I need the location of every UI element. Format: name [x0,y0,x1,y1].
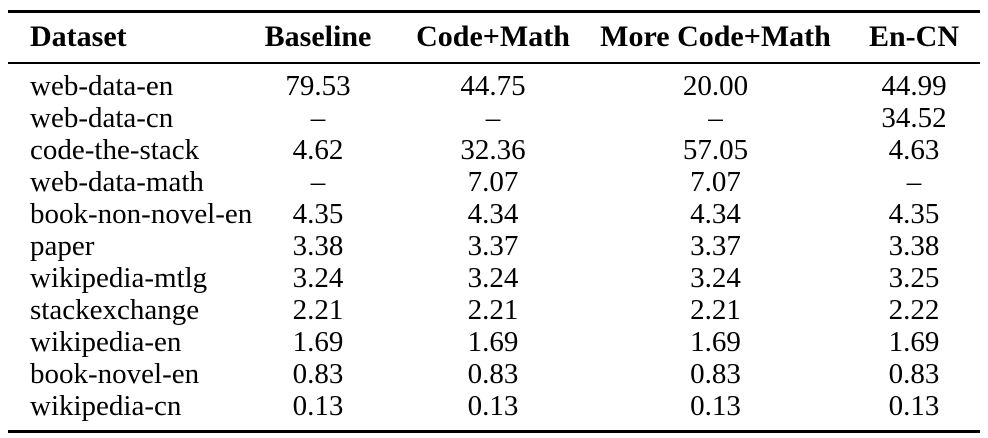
header-row: Dataset Baseline Code+Math More Code+Mat… [8,12,980,63]
table-row: wikipedia-cn 0.13 0.13 0.13 0.13 [8,390,980,432]
value-cell: 4.62 [292,134,344,166]
dataset-name: web-data-math [30,166,204,198]
dataset-name: web-data-en [30,70,174,102]
column-header-dataset: Dataset [30,20,127,53]
table-row: web-data-en 79.53 44.75 20.00 44.99 [8,63,980,102]
value-cell: 2.21 [690,294,741,326]
table-row: book-non-novel-en 4.35 4.34 4.34 4.35 [8,198,980,230]
value-cell: 3.38 [292,230,344,262]
value-cell: – [310,166,326,198]
value-cell: 3.37 [690,230,741,262]
dataset-proportion-table: Dataset Baseline Code+Math More Code+Mat… [8,10,980,433]
value-cell: 3.24 [690,262,741,294]
value-cell: 32.36 [460,134,526,166]
value-cell: 4.63 [888,134,940,166]
value-cell: 2.22 [888,294,940,326]
value-cell: – [708,102,723,134]
value-cell: 3.24 [292,262,344,294]
table-row: stackexchange 2.21 2.21 2.21 2.22 [8,294,980,326]
value-cell: 0.83 [292,358,344,390]
value-cell: 3.38 [888,230,940,262]
value-cell: 44.99 [881,70,947,102]
value-cell: 79.53 [285,70,351,102]
table-body: web-data-en 79.53 44.75 20.00 44.99 web-data-… [8,63,980,432]
value-cell: 1.69 [292,326,344,358]
dataset-name: paper [30,230,95,262]
value-cell: – [906,166,922,198]
value-cell: 4.35 [888,198,940,230]
value-cell: 2.21 [292,294,344,326]
dataset-name: book-non-novel-en [30,198,253,230]
value-cell: 1.69 [467,326,519,358]
table-row: paper 3.38 3.37 3.37 3.38 [8,230,980,262]
column-header-en-cn: En-CN [868,20,959,53]
value-cell: 7.07 [690,166,741,198]
table-row: wikipedia-en 1.69 1.69 1.69 1.69 [8,326,980,358]
value-cell: 0.13 [888,390,940,422]
value-cell: 4.35 [292,198,344,230]
value-cell: 7.07 [467,166,519,198]
value-cell: 2.21 [467,294,519,326]
column-header-baseline: Baseline [264,20,372,53]
value-cell: 3.24 [467,262,519,294]
value-cell: 44.75 [460,70,526,102]
dataset-name: code-the-stack [30,134,200,166]
value-cell: 0.13 [292,390,344,422]
value-cell: – [310,102,326,134]
dataset-name: wikipedia-mtlg [30,262,208,294]
dataset-name: wikipedia-en [30,326,182,358]
column-header-code-math: Code+Math [416,20,570,53]
value-cell: 1.69 [888,326,940,358]
dataset-name: book-novel-en [30,358,200,390]
value-cell: 0.13 [467,390,519,422]
value-cell: 4.34 [690,198,741,230]
dataset-name: stackexchange [30,294,200,326]
value-cell: 20.00 [682,70,749,102]
value-cell: 0.83 [690,358,741,390]
dataset-name: wikipedia-cn [30,390,182,422]
column-header-more-code-math: More Code+Math [600,20,831,53]
value-cell: 4.34 [467,198,519,230]
dataset-name: web-data-cn [30,102,174,134]
value-cell: 0.83 [888,358,940,390]
table-row: web-data-cn – – – 34.52 [8,102,980,134]
table-row: web-data-math – 7.07 7.07 – [8,166,980,198]
table-row: book-novel-en 0.83 0.83 0.83 0.83 [8,358,980,390]
table-row: wikipedia-mtlg 3.24 3.24 3.24 3.25 [8,262,980,294]
value-cell: 34.52 [881,102,947,134]
value-cell: – [485,102,501,134]
value-cell: 0.83 [467,358,519,390]
value-cell: 3.25 [888,262,940,294]
value-cell: 1.69 [690,326,741,358]
value-cell: 3.37 [467,230,519,262]
table-row: code-the-stack 4.62 32.36 57.05 4.63 [8,134,980,166]
value-cell: 0.13 [690,390,741,422]
value-cell: 57.05 [682,134,749,166]
